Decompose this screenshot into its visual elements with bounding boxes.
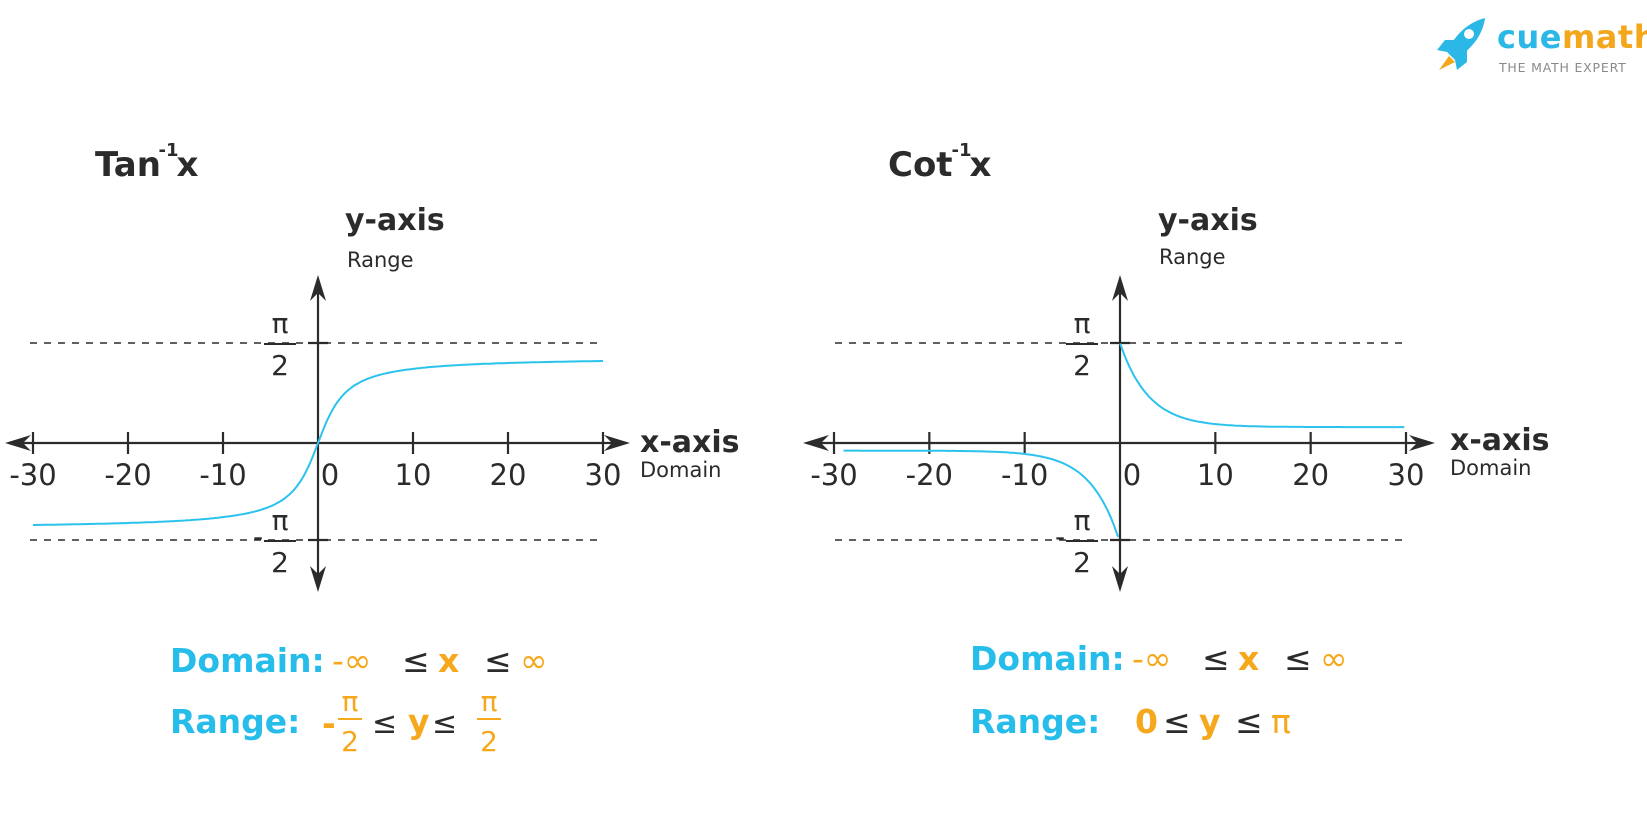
chart2-y-axis-label: y-axis [1158, 203, 1258, 238]
chart2-x-tick-label: 10 [1197, 458, 1234, 492]
chart1-x-tick-label: 20 [490, 458, 527, 492]
chart1-range-label: Range: [170, 702, 300, 741]
chart1-title-base: Tan [95, 145, 161, 185]
chart2-x-tick-label: 20 [1292, 458, 1329, 492]
chart1-upper-label-den: 2 [271, 349, 289, 382]
chart1-x-axis-sublabel: Domain [640, 458, 722, 482]
chart1-x-tick-label: -10 [199, 458, 246, 492]
chart2-domain-part: ∞ [1320, 639, 1348, 678]
chart2-lower-label-den: 2 [1073, 546, 1091, 579]
chart1-y-axis-arrow-top [310, 275, 326, 301]
chart1-lower-label-num: π [272, 504, 289, 537]
chart2-domain-part: ≤ [1202, 639, 1230, 678]
chart1-range-var: y [408, 702, 430, 741]
logo-brand: cuemath [1497, 18, 1647, 56]
chart2-range-part: ≤ [1235, 702, 1263, 741]
chart2-lower-label-num: π [1074, 504, 1091, 537]
chart1-x-axis-arrow-left [5, 435, 31, 451]
chart2-y-axis-sublabel: Range [1159, 245, 1226, 269]
chart2-range-part: ≤ [1163, 702, 1191, 741]
chart1-domain-part: ∞ [520, 641, 548, 680]
chart1-domain-part: -∞ [332, 641, 371, 680]
chart2-upper-label-den: 2 [1073, 349, 1091, 382]
chart2-x-axis-label: x-axis [1450, 423, 1550, 458]
chart1-range-mid2: ≤ [432, 706, 457, 741]
cuemath-logo: cuemath THE MATH EXPERT [1425, 12, 1647, 82]
chart1-lower-label-den: 2 [271, 546, 289, 579]
chart1-x-axis-arrow-right [604, 435, 630, 451]
chart1-range-right-den: 2 [480, 725, 498, 758]
chart1-range-left-sign: - [322, 704, 336, 743]
chart2-upper-label-num: π [1074, 307, 1091, 340]
chart1-x-tick-label: 30 [585, 458, 622, 492]
chart1-x-tick-label: 10 [395, 458, 432, 492]
chart1-upper-label-num: π [272, 307, 289, 340]
chart1-domain-label: Domain: [170, 641, 325, 680]
chart2-x-tick-label: -30 [810, 458, 857, 492]
chart2-x-tick-label: 30 [1388, 458, 1425, 492]
chart1-domain-part: ≤ [484, 641, 512, 680]
chart1-x-tick-label: -20 [104, 458, 151, 492]
chart1-x-axis-label: x-axis [640, 425, 740, 460]
chart2-range-part: π [1271, 702, 1291, 741]
chart2-domain-part: x [1238, 639, 1259, 678]
chart2-title-base: Cot [888, 145, 953, 185]
chart2-x-axis-arrow-right [1409, 435, 1435, 451]
logo-tagline: THE MATH EXPERT [1499, 60, 1627, 75]
chart1-range-left-num: π [342, 685, 359, 718]
chart1-title-var: x [177, 145, 199, 185]
chart2-curve-right [1119, 343, 1405, 429]
chart2-lower-label-sign: - [1055, 520, 1065, 553]
chart1-y-axis-sublabel: Range [347, 248, 414, 272]
chart1-range-left-den: 2 [341, 725, 359, 758]
chart1-range-right-num: π [481, 685, 498, 718]
chart1-domain-part: ≤ [402, 641, 430, 680]
chart2-domain-part: -∞ [1132, 639, 1171, 678]
chart1-title-sup: -1 [159, 140, 179, 161]
chart2-x-tick-label: 0 [1123, 458, 1141, 492]
chart2-title-var: x [970, 145, 992, 185]
chart2-range-part: 0 [1135, 702, 1158, 741]
chart2-y-axis-arrow-bottom [1112, 566, 1128, 592]
chart1-x-tick-label: -30 [9, 458, 56, 492]
chart2-x-axis-arrow-left [803, 435, 829, 451]
chart2-domain-part: ≤ [1284, 639, 1312, 678]
chart2-domain-label: Domain: [970, 639, 1125, 678]
chart2-y-axis-arrow-top [1112, 275, 1128, 301]
chart2-range-part: y [1199, 702, 1221, 741]
chart2-x-tick-label: -20 [906, 458, 953, 492]
chart1-lower-label-sign: - [253, 520, 263, 553]
chart1-y-axis-label: y-axis [345, 203, 445, 238]
chart1-range-mid1: ≤ [372, 706, 397, 741]
chart2-x-tick-label: -10 [1001, 458, 1048, 492]
chart1-y-axis-arrow-bottom [310, 566, 326, 592]
chart2-title-sup: -1 [952, 140, 972, 161]
chart2-range-label: Range: [970, 702, 1100, 741]
chart1-x-tick-label: 0 [321, 458, 339, 492]
chart1-domain-part: x [438, 641, 459, 680]
chart1-curve [33, 360, 603, 526]
chart2-x-axis-sublabel: Domain [1450, 456, 1532, 480]
chart2-curve-left [843, 449, 1120, 538]
rocket-icon [1437, 18, 1485, 70]
